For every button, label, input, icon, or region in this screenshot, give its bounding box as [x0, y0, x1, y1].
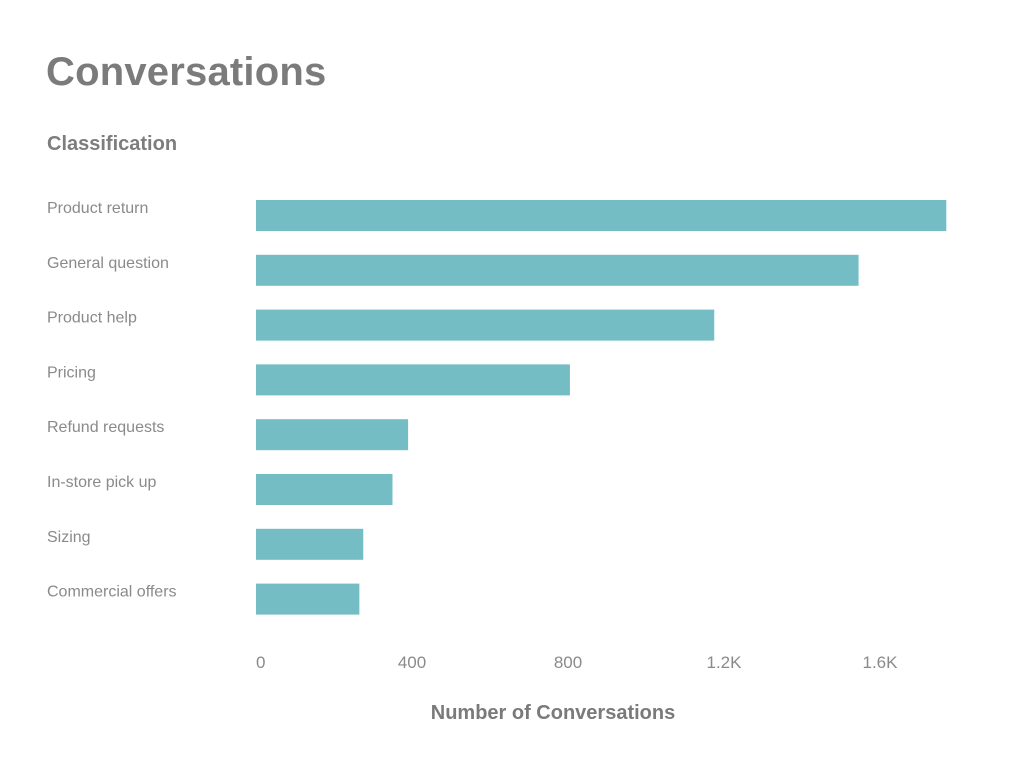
bar — [256, 200, 947, 231]
page-title: Conversations — [46, 50, 327, 94]
category-label: Pricing — [47, 364, 96, 381]
bar — [256, 528, 364, 560]
category-labels: Product return General question Product he… — [47, 200, 177, 601]
category-label: Refund requests — [47, 419, 164, 436]
category-label: In-store pick up — [47, 474, 156, 491]
x-tick-label: 1.6K — [863, 653, 899, 672]
x-axis-title: Number of Conversations — [431, 702, 675, 724]
bar — [256, 419, 409, 451]
chart-subtitle: Classification — [47, 133, 178, 155]
bar — [256, 583, 360, 615]
x-axis-ticks: 0 400 800 1.2K 1.6K — [256, 653, 898, 672]
x-tick-label: 800 — [554, 653, 582, 672]
category-label: Commercial offers — [47, 584, 177, 601]
x-tick-label: 0 — [256, 653, 265, 672]
x-tick-label: 400 — [398, 653, 426, 672]
x-tick-label: 1.2K — [707, 653, 743, 672]
bar — [256, 309, 715, 341]
category-label: Sizing — [47, 529, 91, 546]
category-label: Product return — [47, 200, 148, 217]
bars-group — [256, 200, 947, 615]
category-label: General question — [47, 255, 169, 272]
bar — [256, 254, 859, 286]
bar — [256, 474, 393, 505]
bar — [256, 364, 570, 396]
category-label: Product help — [47, 310, 137, 327]
